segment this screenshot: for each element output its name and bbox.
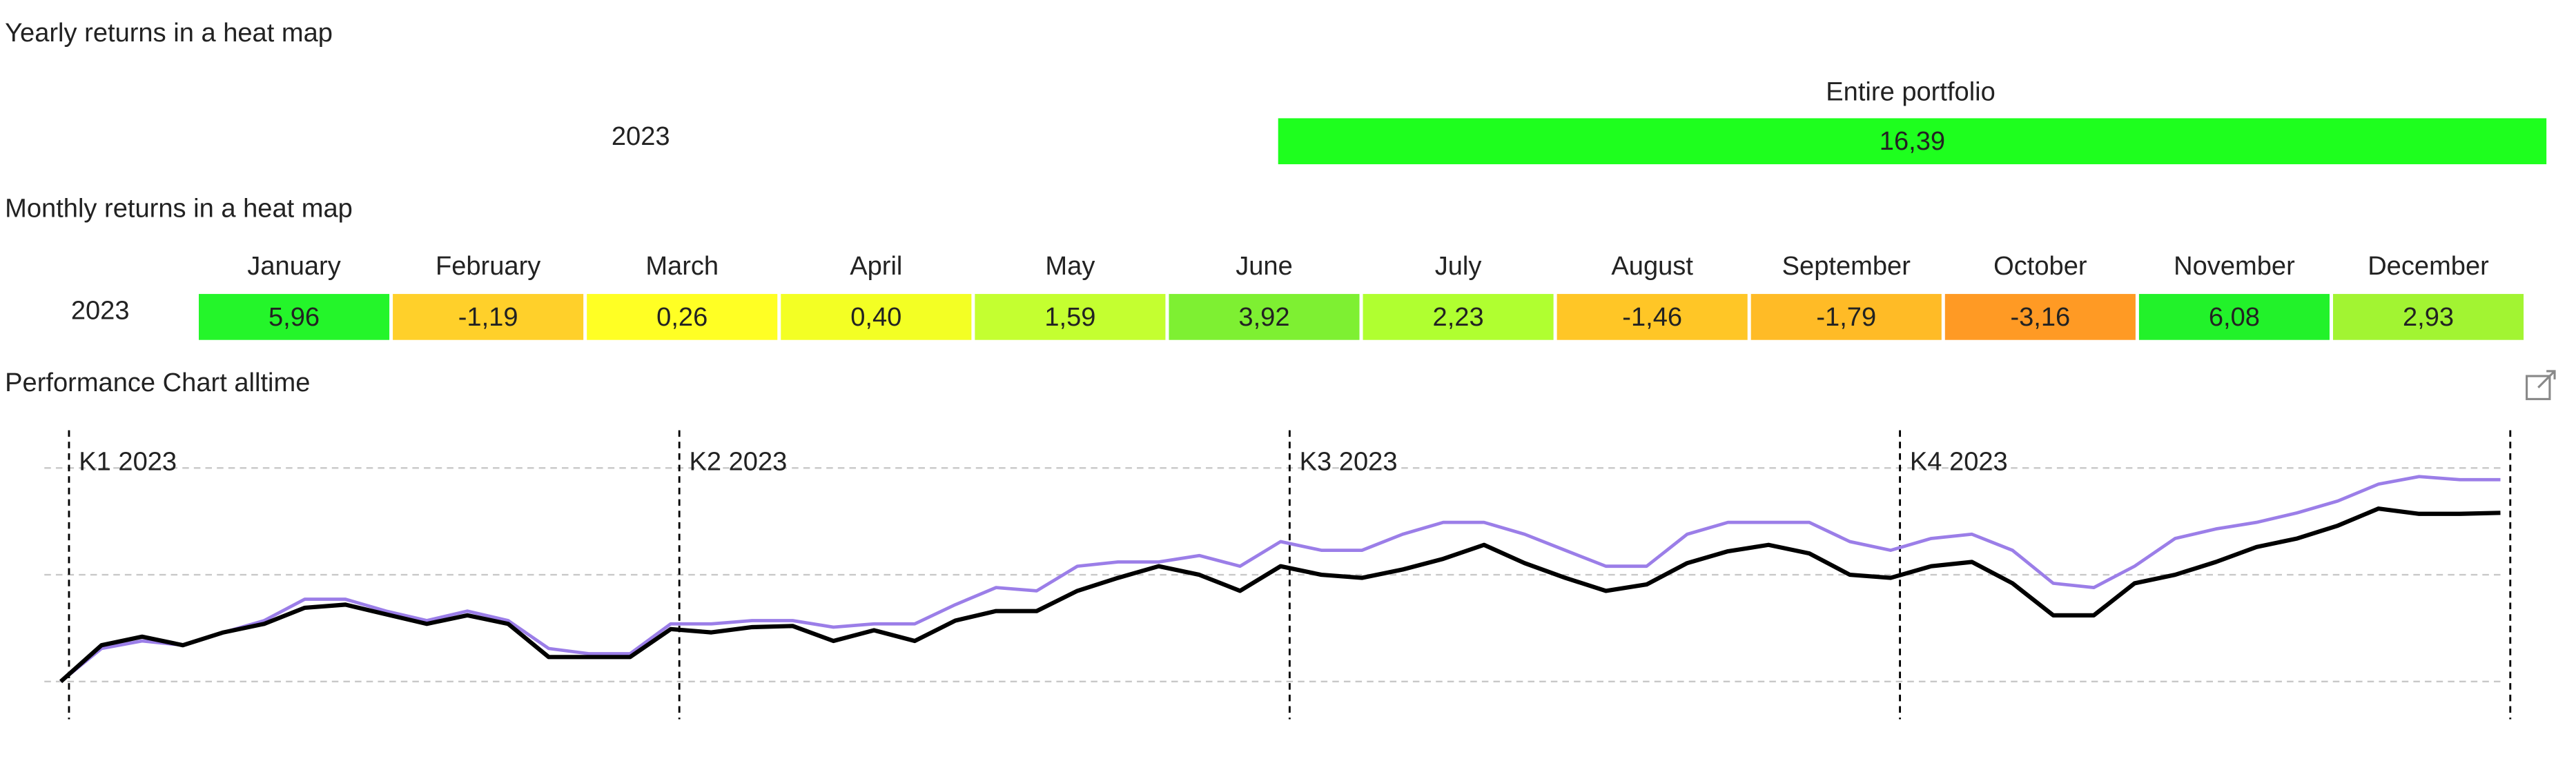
heat-cell (2138, 294, 2330, 340)
cell-value: -3,16 (2010, 303, 2070, 332)
heat-cell (1363, 294, 1554, 340)
section-title: Yearly returns in a heat map (5, 19, 333, 48)
quarter-label: K4 2023 (1910, 447, 2008, 476)
cell-value: 0,40 (850, 303, 901, 332)
heat-cell (198, 294, 390, 340)
section-title: Performance Chart alltime (5, 368, 310, 397)
column-header: December (2368, 252, 2489, 281)
heat-cell (1169, 294, 1360, 340)
series-line (59, 506, 2501, 684)
cell-value: 2,93 (2403, 303, 2454, 332)
cell-value: 3,92 (1238, 303, 1289, 332)
heat-cell (1750, 294, 1942, 340)
column-header: July (1435, 252, 1482, 281)
quarter-label: K1 2023 (79, 447, 177, 476)
column-header: Entire portfolio (1826, 78, 1996, 107)
cell-value: -1,79 (1816, 303, 1876, 332)
heat-cell (975, 294, 1166, 340)
column-header: February (436, 252, 540, 281)
cell-value: -1,19 (458, 303, 518, 332)
column-header: March (645, 252, 719, 281)
row-header: 2023 (612, 122, 670, 151)
icon-box[interactable] (2526, 375, 2551, 400)
column-header: January (247, 252, 340, 281)
column-header: September (1782, 252, 1911, 281)
cell-value: -1,46 (1622, 303, 1682, 332)
icon-arrow[interactable] (2537, 370, 2556, 388)
cell-value: 2,23 (1433, 303, 1484, 332)
popout-icon[interactable] (2526, 370, 2556, 400)
cell-value: 0,26 (656, 303, 708, 332)
quarter-label: K3 2023 (1300, 447, 1398, 476)
column-header: November (2174, 252, 2295, 281)
cell-value: 5,96 (269, 303, 320, 332)
heat-cell (1278, 118, 2547, 165)
monthly-grid: January 5,96 February -1,19 March 0,26 April 0,… (198, 252, 2524, 340)
row-header: 2023 (71, 296, 130, 325)
line-chart: K1 2023 K2 2023 K3 2023 K4 2023 (44, 430, 2512, 720)
heat-cell (781, 294, 972, 340)
cell-value: 6,08 (2209, 303, 2260, 332)
section-title: Monthly returns in a heat map (5, 195, 353, 224)
heat-cell (1557, 294, 1748, 340)
cell-value: 1,59 (1044, 303, 1095, 332)
cell-value: 16,39 (1880, 127, 1945, 156)
column-header: April (850, 252, 902, 281)
heat-cell (1944, 294, 2136, 340)
column-header: May (1045, 252, 1095, 281)
column-header: October (1993, 252, 2087, 281)
quarter-label: K2 2023 (689, 447, 787, 476)
heat-cell (393, 294, 584, 340)
column-header: June (1236, 252, 1293, 281)
heat-cell (587, 294, 778, 340)
column-header: August (1611, 252, 1693, 281)
heat-cell (2332, 294, 2524, 340)
series-line (59, 475, 2501, 683)
